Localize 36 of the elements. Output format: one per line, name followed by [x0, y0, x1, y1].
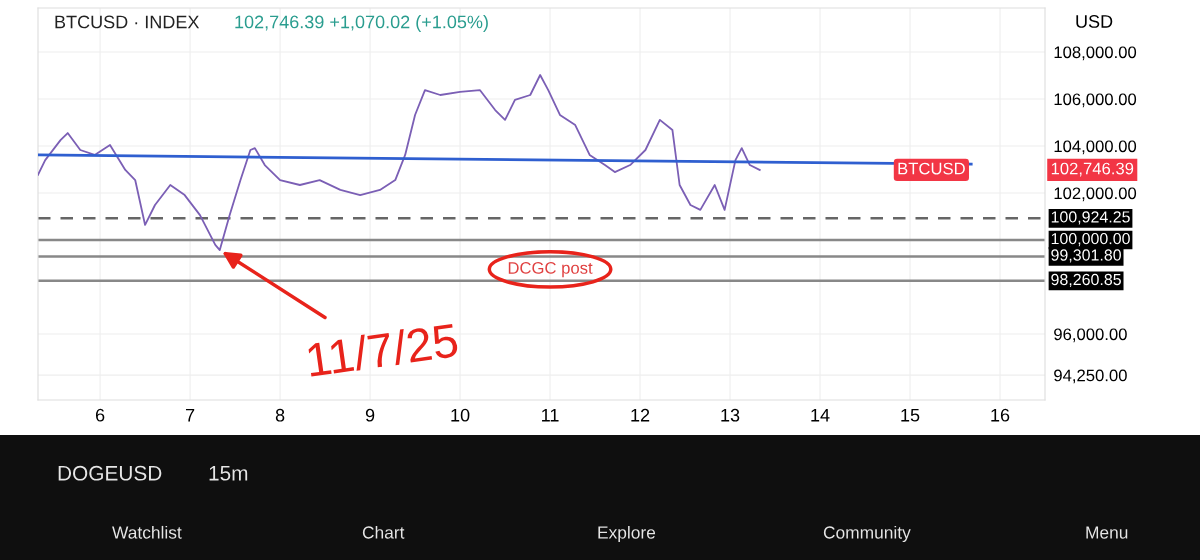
- text: Chart: [362, 525, 405, 539]
- y-tick-label: 106,000.00: [1054, 93, 1137, 108]
- text: USD: [1076, 15, 1113, 28]
- y-tick-label: 108,000.00: [1054, 46, 1137, 61]
- x-tick-label: 8: [275, 408, 285, 422]
- annotation: DCGC post: [508, 262, 593, 278]
- ref-line-label: 98,260.85: [1051, 273, 1121, 288]
- x-tick-label: 9: [365, 408, 375, 422]
- chart-title: BTCUSD · INDEX: [55, 15, 200, 29]
- x-tick-label: 13: [721, 408, 740, 422]
- line-series: [38, 74, 761, 251]
- x-tick-label: 12: [631, 408, 650, 422]
- x-tick-label: 6: [95, 408, 105, 422]
- text: Menu: [1086, 526, 1128, 539]
- annotation: BTCUSD: [898, 162, 965, 175]
- x-tick-label: 11: [542, 409, 559, 422]
- x-tick-label: 7: [185, 409, 195, 422]
- y-tick-label: 104,000.00: [1054, 140, 1137, 155]
- annotation: 11/7/25: [306, 322, 459, 378]
- text: 15m: [209, 466, 248, 481]
- y-tick-label: 94,250.00: [1054, 369, 1127, 384]
- text: Explore: [598, 525, 656, 543]
- text: Community: [823, 525, 911, 543]
- x-tick-label: 15: [901, 409, 920, 422]
- ref-line-label: 100,000.00: [1051, 232, 1130, 247]
- ref-line-label: 100,924.25: [1051, 211, 1130, 225]
- text: 102,746.39: [1051, 162, 1134, 177]
- text: DOGEUSD: [58, 465, 162, 481]
- x-tick-label: 10: [451, 408, 470, 422]
- x-tick-label: 14: [811, 409, 830, 422]
- ref-line-label: 99,301.80: [1051, 249, 1121, 263]
- chart-subtitle: 102,746.39 +1,070.02 (+1.05%): [235, 15, 488, 32]
- y-tick-label: 96,000.00: [1054, 328, 1127, 343]
- text: Watchlist: [112, 525, 182, 539]
- y-tick-label: 102,000.00: [1054, 187, 1137, 202]
- x-tick-label: 16: [991, 408, 1010, 422]
